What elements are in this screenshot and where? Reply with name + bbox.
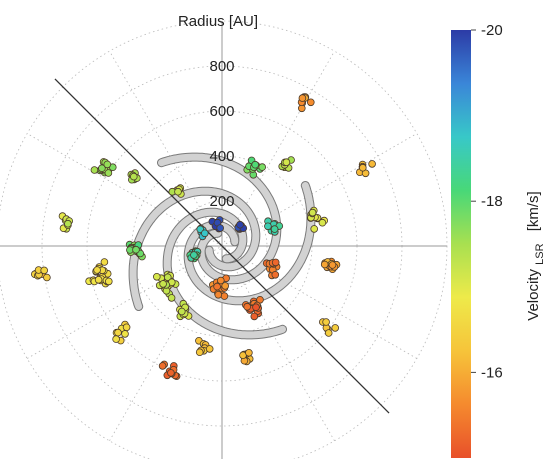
diagonal-line (54, 78, 223, 247)
data-point (331, 324, 340, 332)
data-point (368, 160, 376, 168)
polar-grid (0, 20, 448, 459)
data-point (216, 224, 225, 232)
data-point (105, 277, 113, 286)
data-point (94, 275, 103, 284)
diagonal-lines (54, 78, 390, 414)
data-point (158, 362, 167, 370)
radius-axis-title: Radius [AU] (178, 13, 258, 30)
data-point (270, 225, 279, 233)
colorbar-ticks: -20 -18 -16 (471, 22, 503, 381)
data-point (174, 187, 182, 196)
data-point (220, 292, 229, 300)
data-point (64, 219, 72, 228)
data-points (30, 93, 376, 381)
data-point (217, 276, 225, 285)
data-point (130, 172, 138, 181)
data-point (236, 220, 244, 229)
data-point (214, 290, 223, 299)
data-point (308, 208, 317, 217)
data-point (114, 328, 122, 337)
data-point (153, 272, 161, 281)
data-point (245, 348, 253, 357)
data-point (243, 302, 252, 311)
data-point (98, 164, 106, 173)
data-point (40, 266, 48, 275)
data-point (318, 218, 327, 227)
data-point (322, 318, 330, 326)
data-point (112, 335, 120, 343)
data-point (258, 163, 267, 171)
data-point (190, 251, 198, 259)
data-point (213, 282, 221, 291)
colorbar-title-sub: LSR (534, 243, 546, 264)
data-point (205, 345, 214, 353)
data-point (310, 225, 319, 233)
data-point (320, 260, 329, 269)
data-point (93, 266, 101, 274)
spiral-arm (158, 153, 281, 284)
data-point (167, 369, 175, 377)
colorbar (451, 30, 471, 458)
radius-tick-labels: 200 400 600 800 (209, 58, 234, 210)
colorbar-tick-label: -18 (481, 193, 503, 210)
colorbar-title: Velocity LSR [km/s] (525, 191, 547, 320)
spiral-arm (184, 182, 315, 305)
data-point (43, 273, 51, 282)
radius-tick-label: 400 (209, 148, 234, 165)
data-point (132, 245, 140, 254)
data-point (221, 282, 230, 290)
data-point (164, 273, 172, 282)
data-point (298, 94, 307, 102)
data-point (252, 303, 260, 312)
colorbar-title-main: Velocity (525, 269, 542, 321)
colorbar-title-unit: [km/s] (525, 191, 542, 231)
data-point (90, 166, 99, 174)
radius-tick-label: 800 (209, 58, 234, 75)
data-point (201, 229, 209, 238)
data-point (100, 258, 109, 266)
diagonal-line (221, 245, 390, 414)
data-point (282, 158, 291, 167)
data-point (251, 160, 260, 169)
data-point (358, 163, 367, 172)
data-point (264, 222, 272, 231)
data-point (271, 270, 280, 279)
data-point (271, 258, 280, 267)
data-point (121, 330, 129, 338)
data-point (178, 307, 186, 316)
data-point (306, 98, 315, 107)
data-point (195, 348, 204, 357)
data-point (324, 329, 333, 337)
data-point (103, 160, 112, 169)
data-point (250, 312, 259, 321)
spiral-arm (129, 187, 260, 310)
spiral-arms (128, 152, 316, 340)
radius-tick-label: 200 (209, 193, 234, 210)
data-point (328, 261, 337, 269)
radius-tick-label: 600 (209, 103, 234, 120)
data-point (167, 294, 176, 302)
data-point (104, 169, 113, 177)
data-point (159, 280, 167, 288)
colorbar-tick-label: -16 (481, 364, 503, 381)
colorbar-tick-label: -20 (481, 22, 503, 39)
data-point (122, 323, 131, 332)
grid-circle (0, 20, 448, 459)
svg-text:Velocity LSR [km/s: Velocity LSR [km/s] (525, 191, 547, 320)
